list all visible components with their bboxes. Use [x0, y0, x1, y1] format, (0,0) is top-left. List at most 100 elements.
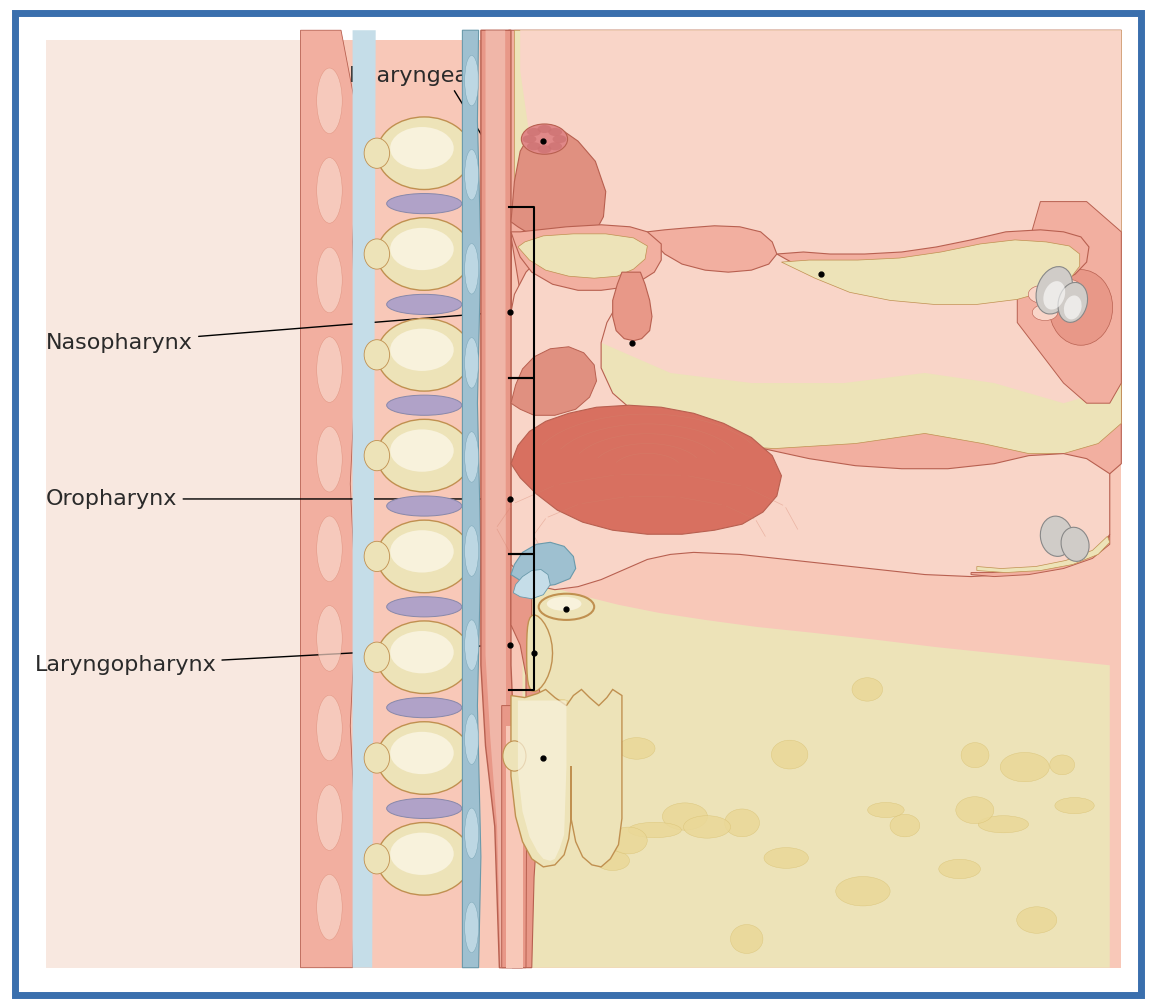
Ellipse shape [1017, 907, 1057, 933]
Ellipse shape [465, 714, 479, 764]
Ellipse shape [390, 429, 453, 472]
Polygon shape [511, 225, 661, 290]
Ellipse shape [390, 228, 453, 270]
Text: Uvula: Uvula [635, 66, 736, 382]
Ellipse shape [386, 294, 461, 314]
Polygon shape [527, 615, 553, 691]
Ellipse shape [390, 127, 453, 169]
Ellipse shape [465, 431, 479, 482]
Polygon shape [511, 405, 781, 534]
Ellipse shape [317, 785, 342, 851]
Ellipse shape [852, 677, 882, 702]
Ellipse shape [364, 541, 390, 572]
Polygon shape [1017, 202, 1121, 403]
Ellipse shape [595, 851, 630, 871]
Ellipse shape [1040, 516, 1073, 556]
Ellipse shape [662, 803, 707, 831]
Text: Epiglottis: Epiglottis [690, 671, 994, 774]
Ellipse shape [465, 244, 479, 294]
Ellipse shape [317, 157, 342, 223]
Ellipse shape [1055, 279, 1081, 295]
Polygon shape [511, 347, 596, 415]
Ellipse shape [553, 135, 566, 143]
Text: Oropharynx: Oropharynx [46, 489, 495, 509]
Polygon shape [462, 30, 481, 968]
Ellipse shape [939, 860, 980, 879]
Ellipse shape [1044, 281, 1065, 309]
Ellipse shape [386, 194, 461, 214]
Ellipse shape [317, 69, 342, 133]
Ellipse shape [377, 823, 472, 895]
Ellipse shape [386, 496, 461, 516]
Ellipse shape [1050, 755, 1075, 775]
Ellipse shape [386, 698, 461, 718]
Ellipse shape [465, 620, 479, 670]
Ellipse shape [390, 631, 453, 673]
Text: Laryngopharynx: Laryngopharynx [35, 645, 495, 675]
Polygon shape [511, 542, 576, 587]
Ellipse shape [1061, 527, 1089, 561]
Ellipse shape [1058, 282, 1088, 323]
Ellipse shape [364, 340, 390, 370]
Ellipse shape [548, 142, 562, 150]
Ellipse shape [465, 338, 479, 388]
Ellipse shape [1050, 270, 1112, 345]
Ellipse shape [390, 833, 453, 875]
Polygon shape [613, 272, 652, 341]
Polygon shape [509, 30, 1121, 494]
Ellipse shape [317, 696, 342, 761]
Ellipse shape [628, 823, 681, 838]
Ellipse shape [390, 530, 453, 573]
Polygon shape [511, 232, 1110, 590]
Ellipse shape [465, 526, 479, 577]
Ellipse shape [377, 117, 472, 190]
Ellipse shape [548, 128, 562, 136]
Ellipse shape [731, 924, 763, 954]
Ellipse shape [364, 440, 390, 471]
Ellipse shape [465, 902, 479, 953]
Text: Palatine tonsil: Palatine tonsil [822, 66, 992, 260]
Ellipse shape [317, 606, 342, 671]
Ellipse shape [364, 743, 390, 773]
Polygon shape [511, 126, 606, 244]
Polygon shape [977, 536, 1110, 573]
Polygon shape [647, 226, 777, 272]
Text: Nasopharynx: Nasopharynx [46, 312, 495, 353]
Polygon shape [518, 701, 566, 861]
Ellipse shape [521, 124, 568, 154]
Ellipse shape [465, 149, 479, 200]
Ellipse shape [465, 808, 479, 859]
Ellipse shape [364, 138, 390, 168]
Polygon shape [514, 30, 1121, 454]
Polygon shape [511, 689, 622, 867]
Ellipse shape [377, 419, 472, 492]
Ellipse shape [1054, 299, 1077, 314]
Text: Hyoid bone: Hyoid bone [717, 623, 1016, 714]
Ellipse shape [364, 642, 390, 672]
Polygon shape [353, 30, 376, 968]
Ellipse shape [386, 597, 461, 617]
Polygon shape [46, 40, 405, 968]
Polygon shape [518, 234, 647, 278]
Ellipse shape [1032, 304, 1058, 321]
Ellipse shape [618, 738, 655, 759]
Ellipse shape [523, 135, 536, 143]
Ellipse shape [364, 844, 390, 874]
Polygon shape [511, 575, 541, 968]
Ellipse shape [1064, 295, 1082, 320]
Polygon shape [502, 706, 527, 968]
Ellipse shape [543, 700, 576, 722]
Ellipse shape [317, 874, 342, 939]
Ellipse shape [1028, 285, 1057, 303]
Ellipse shape [868, 802, 904, 817]
Ellipse shape [377, 621, 472, 694]
Ellipse shape [890, 814, 920, 837]
Polygon shape [777, 230, 1089, 302]
Ellipse shape [836, 877, 890, 906]
Ellipse shape [364, 239, 390, 269]
Ellipse shape [547, 597, 581, 611]
Text: Pharyngeal tonsil: Pharyngeal tonsil [349, 66, 541, 200]
Polygon shape [301, 30, 358, 968]
Polygon shape [486, 30, 506, 968]
Ellipse shape [317, 337, 342, 402]
